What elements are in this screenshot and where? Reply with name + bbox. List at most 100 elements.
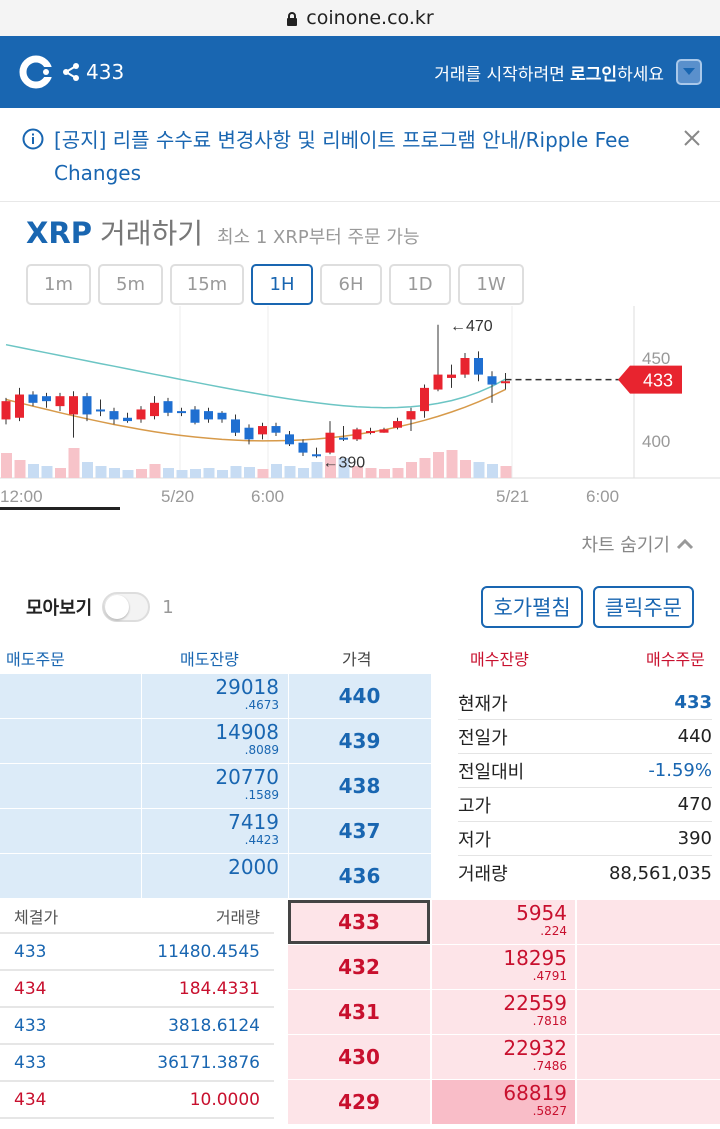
ask-row[interactable]: 20770.1589 438 xyxy=(0,764,431,809)
candle-body xyxy=(244,427,254,440)
info-label: 현재가 xyxy=(458,693,508,715)
ask-row[interactable]: 29018.4673 440 xyxy=(0,674,431,719)
sell-order-cell[interactable] xyxy=(0,764,142,808)
ask-row[interactable]: 7419.4423 437 xyxy=(0,809,431,854)
group-count: 1 xyxy=(162,596,174,618)
timeframe-6h[interactable]: 6H xyxy=(320,264,382,305)
timeframe-1d[interactable]: 1D xyxy=(389,264,451,305)
volume-bar xyxy=(271,464,282,478)
candle-body xyxy=(433,374,443,390)
buy-remain-qty: 22932.7486 xyxy=(503,1036,567,1073)
bid-price[interactable]: 430 xyxy=(288,1035,430,1079)
volume-bar xyxy=(325,456,336,478)
timeframe-1m[interactable]: 1m xyxy=(26,264,91,305)
buy-order-cell[interactable] xyxy=(577,945,720,989)
candle-body xyxy=(298,442,308,453)
candle-body xyxy=(217,412,227,420)
trade-volume: 3818.6124 xyxy=(168,1015,260,1036)
bid-price[interactable]: 432 xyxy=(288,945,430,989)
sell-order-cell[interactable] xyxy=(0,854,142,898)
ask-row[interactable]: 14908.8089 439 xyxy=(0,719,431,764)
bid-price[interactable]: 433 xyxy=(288,900,430,944)
ask-price[interactable]: 438 xyxy=(288,764,430,808)
buy-remain-cell: 22932.7486 xyxy=(432,1035,575,1079)
chevron-down-icon xyxy=(683,68,695,75)
login-link[interactable]: 로그인 xyxy=(570,64,618,85)
buy-remain-qty: 68819.5827 xyxy=(503,1081,567,1118)
login-prompt[interactable]: 거래를 시작하려면 로그인하세요 xyxy=(434,64,664,85)
coinone-logo-icon[interactable] xyxy=(18,54,54,90)
bid-row[interactable]: 432 18295.4791 xyxy=(288,945,720,990)
bid-row[interactable]: 433 5954.224 xyxy=(288,900,720,945)
trade-price: 434 xyxy=(14,978,47,999)
menu-dropdown-button[interactable] xyxy=(676,59,702,85)
address-bar[interactable]: coinone.co.kr xyxy=(0,0,720,36)
sell-order-cell[interactable] xyxy=(0,719,142,763)
buy-remain-qty: 22559.7818 xyxy=(503,991,567,1028)
buy-order-cell[interactable] xyxy=(577,1080,720,1124)
group-view-toggle[interactable] xyxy=(102,592,151,622)
sell-order-header: 매도주문 xyxy=(6,650,65,669)
buy-order-cell[interactable] xyxy=(577,1035,720,1079)
volume-bar xyxy=(406,462,417,478)
trade-volume: 11480.4545 xyxy=(157,941,260,962)
sell-order-cell[interactable] xyxy=(0,674,142,718)
spread-orderbook-button[interactable]: 호가펼침 xyxy=(481,586,583,628)
click-order-button[interactable]: 클릭주문 xyxy=(592,586,694,628)
ask-price[interactable]: 440 xyxy=(288,674,430,718)
bid-price[interactable]: 431 xyxy=(288,990,430,1034)
top-bar: 433 거래를 시작하려면 로그인하세요 xyxy=(0,36,720,108)
x-tick-label: 5/21 xyxy=(496,487,529,506)
sell-order-cell[interactable] xyxy=(0,809,142,853)
ask-price[interactable]: 439 xyxy=(288,719,430,763)
info-value: 390 xyxy=(677,828,712,849)
candle-body xyxy=(474,358,483,375)
close-icon[interactable] xyxy=(682,128,702,148)
y-tick-label: 450 xyxy=(642,349,670,368)
timeframe-1w[interactable]: 1W xyxy=(458,264,524,305)
bid-row[interactable]: 430 22932.7486 xyxy=(288,1035,720,1080)
volume-bar xyxy=(500,466,512,478)
timeframe-5m[interactable]: 5m xyxy=(98,264,163,305)
ask-row[interactable]: 2000 436 xyxy=(0,854,431,899)
buy-remain-qty: 5954.224 xyxy=(516,901,567,938)
candle-body xyxy=(42,396,51,402)
info-row: 전일가 440 xyxy=(458,720,712,754)
price-chart[interactable]: 433 ←470 ←390 450 400 12:00 5/20 6:00 5/21 6:00 xyxy=(0,306,720,512)
bid-price[interactable]: 429 xyxy=(288,1080,430,1124)
market-info-panel: 현재가 433 전일가 440 전일대비 -1.59% 고가 470 저가 390 거래량 88,56… xyxy=(432,674,720,900)
trades-price-header: 체결가 xyxy=(14,908,59,927)
sell-remain-header: 매도잔량 xyxy=(180,650,239,669)
timeframe-1h[interactable]: 1H xyxy=(251,264,313,305)
orderbook-controls: 모아보기 1 호가펼침 클릭주문 xyxy=(0,576,720,638)
xrp-icon xyxy=(63,63,79,81)
bid-row[interactable]: 429 68819.5827 xyxy=(288,1080,720,1125)
buy-order-cell[interactable] xyxy=(577,900,720,944)
buy-remain-cell: 5954.224 xyxy=(432,900,575,944)
ask-price[interactable]: 437 xyxy=(288,809,430,853)
volume-bar xyxy=(95,466,107,478)
bid-row[interactable]: 431 22559.7818 xyxy=(288,990,720,1035)
timeframe-15m[interactable]: 15m xyxy=(170,264,244,305)
buy-remain-fraction: .4791 xyxy=(532,969,567,983)
candle-body xyxy=(393,421,402,428)
hide-chart-button[interactable]: 차트 숨기기 xyxy=(0,512,720,576)
volume-bar xyxy=(365,468,377,478)
candle-body xyxy=(420,387,429,412)
sell-remain-fraction: .4673 xyxy=(244,698,279,712)
hide-chart-label: 차트 숨기기 xyxy=(581,535,670,556)
candlestick-chart[interactable]: 433 ←470 ←390 450 400 12:00 5/20 6:00 5/21 6:00 xyxy=(0,306,720,512)
x-tick-label: 6:00 xyxy=(251,487,284,506)
sell-remain-fraction: .4423 xyxy=(244,833,279,847)
notice-banner[interactable]: [공지] 리플 수수료 변경사항 및 리베이트 프로그램 안내/Ripple F… xyxy=(0,108,720,202)
volume-bar xyxy=(392,468,404,478)
ask-price[interactable]: 436 xyxy=(288,854,430,898)
volume-bar xyxy=(473,462,485,478)
buy-order-cell[interactable] xyxy=(577,990,720,1034)
trade-heading: 거래하기 xyxy=(99,217,203,250)
notice-text[interactable]: [공지] 리플 수수료 변경사항 및 리베이트 프로그램 안내/Ripple F… xyxy=(54,128,630,185)
volume-bar xyxy=(217,470,228,478)
candle-body xyxy=(82,396,92,415)
candle-body xyxy=(163,401,173,413)
candle-body xyxy=(460,358,470,375)
